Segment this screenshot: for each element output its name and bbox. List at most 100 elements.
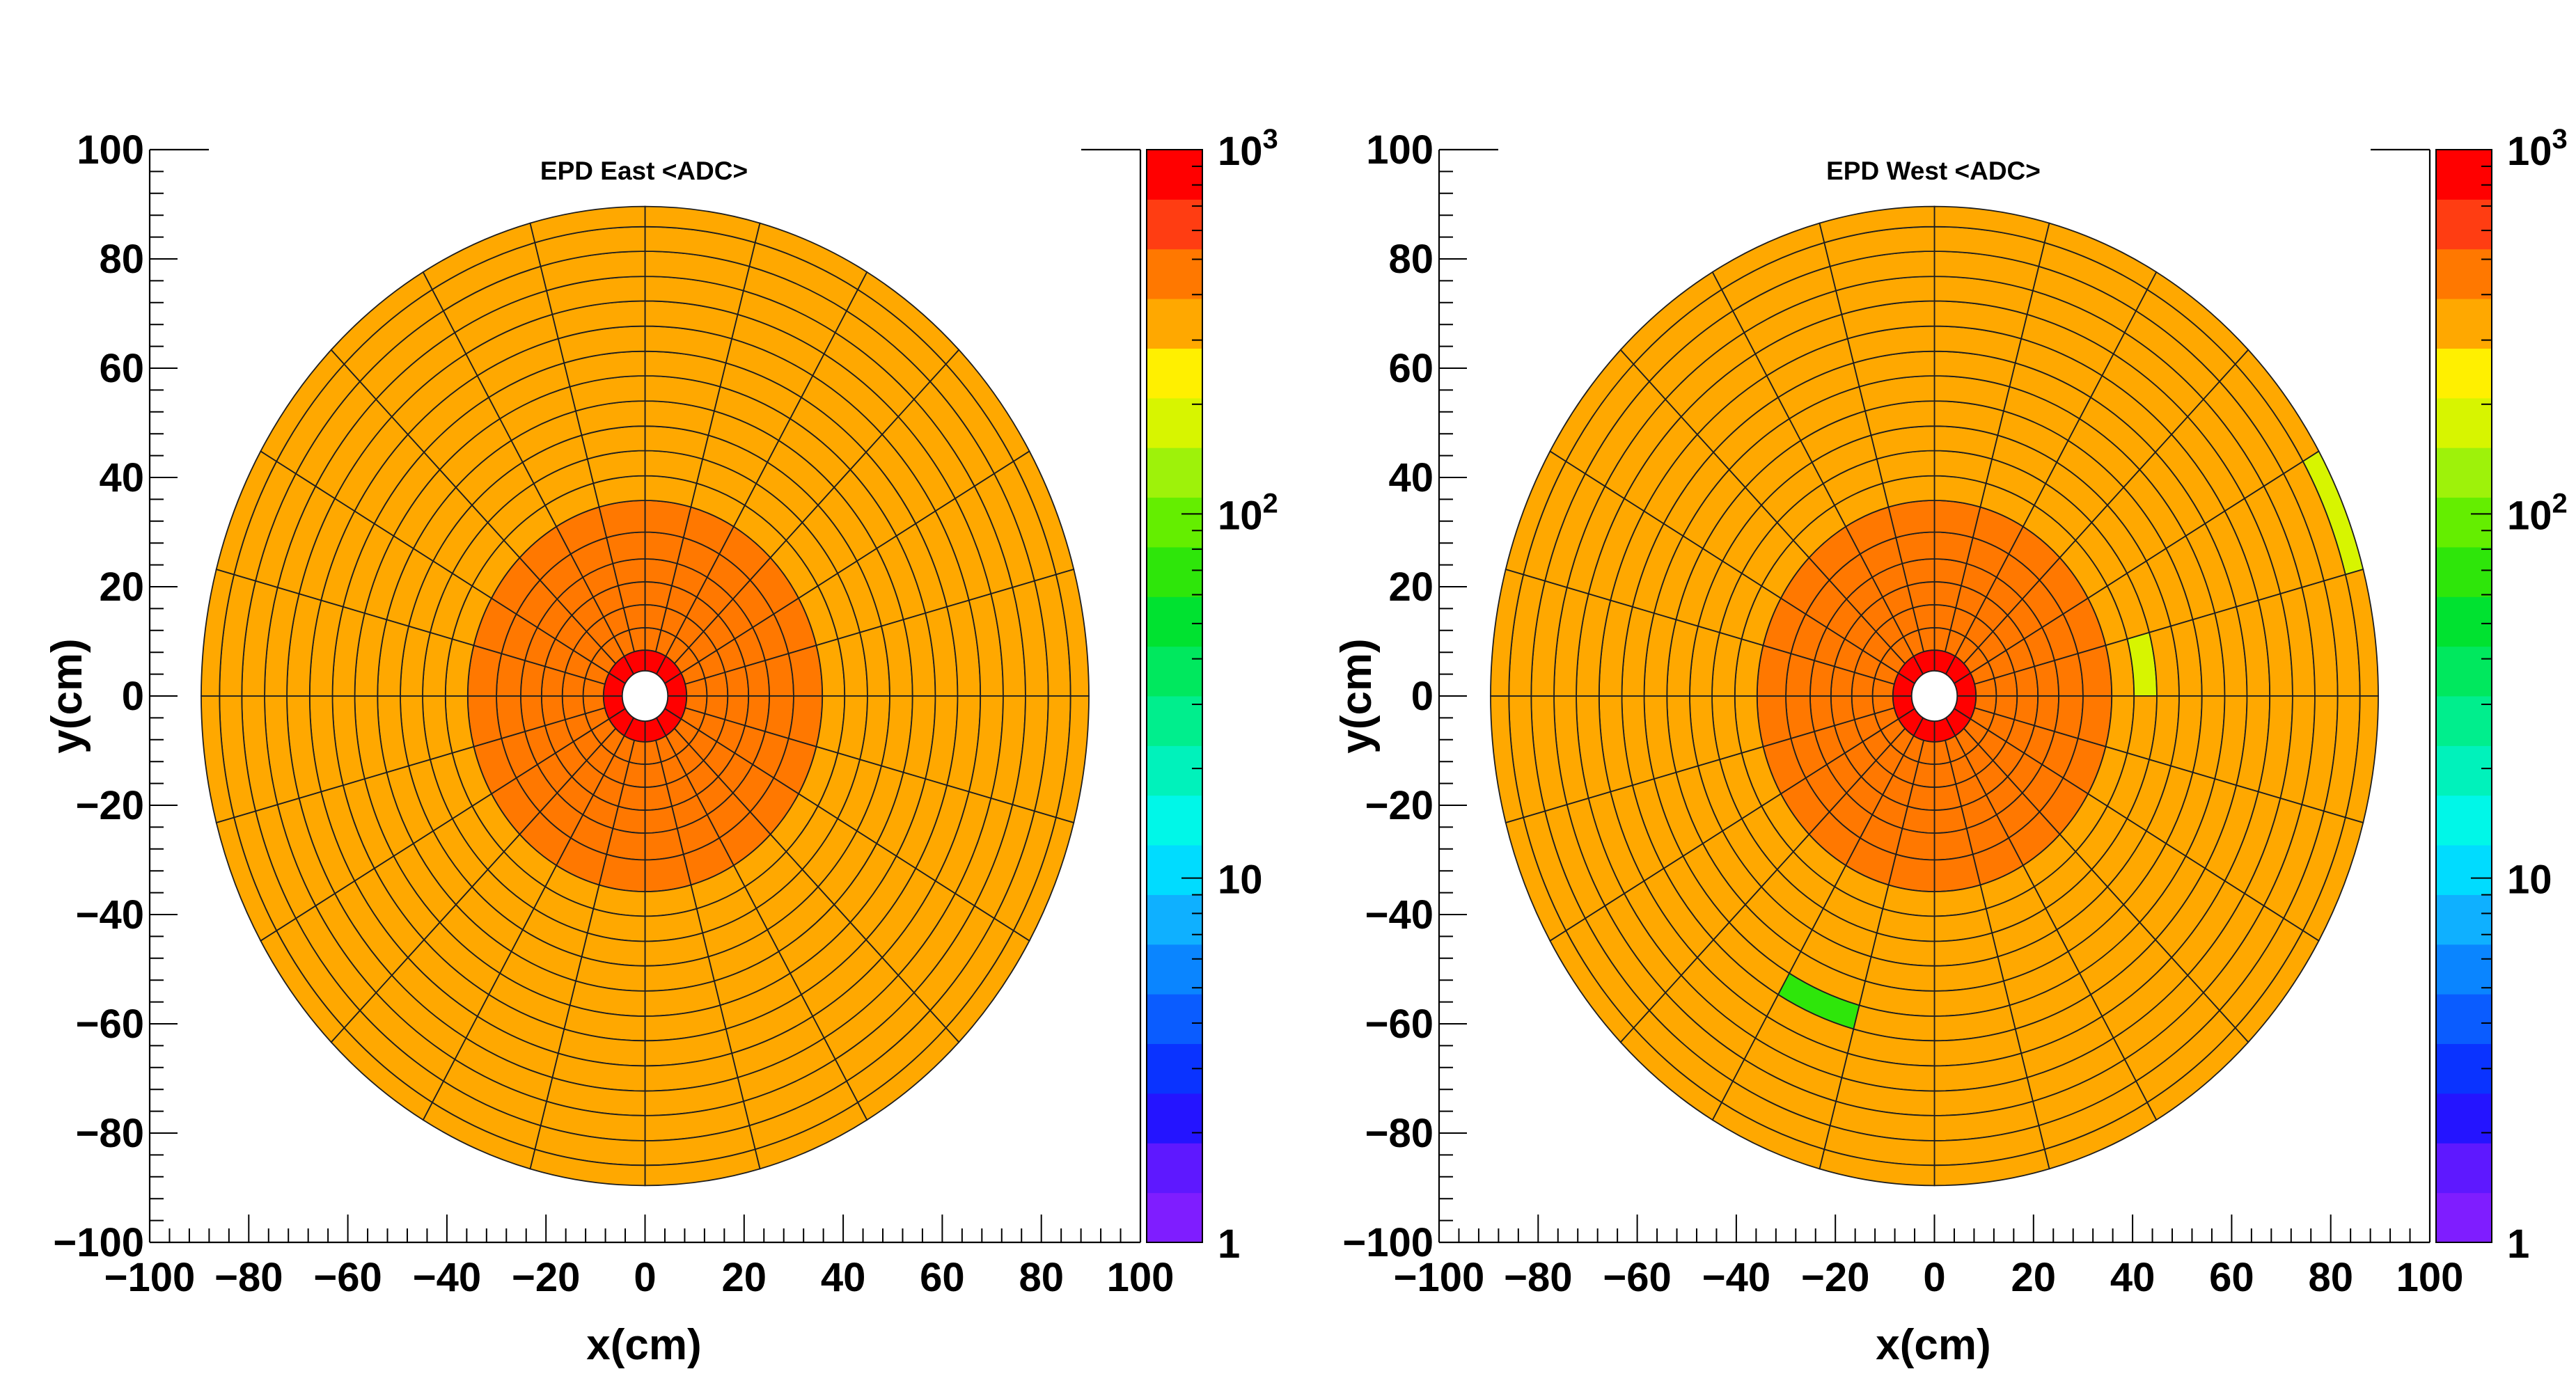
color-palette: 1 10 102 103 <box>1146 124 1278 1267</box>
x-tick-label: −100 <box>1394 1255 1485 1300</box>
x-tick-label: 0 <box>634 1255 656 1300</box>
palette-frame <box>1146 149 1203 1243</box>
axis-ticks <box>1438 149 2430 1243</box>
palette-band <box>1147 397 1202 448</box>
y-tick-label: 0 <box>1411 674 1434 719</box>
palette-label-exponent: 3 <box>2552 124 2568 155</box>
x-tick-label: −60 <box>313 1255 382 1300</box>
palette-band <box>2436 248 2492 299</box>
tile <box>1933 500 1981 539</box>
tile <box>2013 665 2039 697</box>
palette-label-exponent: 2 <box>1263 488 1278 519</box>
tile <box>1756 644 1792 697</box>
y-tick-label: −100 <box>53 1220 144 1265</box>
x-tick-label: 60 <box>2209 1255 2254 1300</box>
tile <box>529 205 646 244</box>
x-tick-label: −100 <box>104 1255 196 1300</box>
palette-label-exponent: 3 <box>1263 124 1278 155</box>
x-tick-label: 0 <box>1923 1255 1945 1300</box>
tile <box>644 805 678 834</box>
palette-band <box>2436 994 2492 1045</box>
tile <box>1901 558 1935 587</box>
tile <box>787 644 824 697</box>
palette-band <box>1147 994 1202 1045</box>
x-tick-label: −80 <box>214 1255 283 1300</box>
y-tick-label: −60 <box>76 1002 144 1047</box>
x-tick-label: 40 <box>821 1255 866 1300</box>
y-axis-title: y(cm) <box>43 638 91 753</box>
palette-band <box>2436 199 2492 250</box>
tile <box>2077 695 2113 748</box>
palette-band <box>2436 1192 2492 1243</box>
palette-label: 102 <box>1218 488 1278 538</box>
palette-band <box>1147 248 1202 299</box>
y-tick-label: −40 <box>76 892 144 938</box>
x-tick-label: 20 <box>722 1255 767 1300</box>
palette-band <box>2436 646 2492 697</box>
y-tick-label: 80 <box>1388 237 1434 282</box>
palette-band <box>2436 596 2492 647</box>
palette-band <box>1147 497 1202 548</box>
tile <box>644 783 673 811</box>
tile <box>787 695 824 748</box>
x-tick-label: 20 <box>2011 1255 2057 1300</box>
palette-band <box>2436 497 2492 548</box>
palette-label: 103 <box>1218 124 1278 174</box>
palette-label: 10 <box>2507 857 2552 903</box>
tile <box>612 558 646 587</box>
tile <box>1933 853 1981 892</box>
tile <box>724 665 750 697</box>
x-tick-label: 100 <box>2396 1255 2464 1300</box>
palette-label: 1 <box>1218 1221 1240 1267</box>
tile <box>1887 500 1935 539</box>
palette-label: 10 <box>1218 857 1263 903</box>
palette-band <box>1147 1093 1202 1144</box>
palette-band <box>1147 1143 1202 1194</box>
palette-band <box>1147 795 1202 846</box>
palette-band <box>2436 397 2492 448</box>
x-tick-label: 80 <box>1019 1255 1064 1300</box>
west-panel: −100 −80 −60 −40 −20 0 20 40 60 80 100−100−80−60−4… <box>1333 124 2568 1369</box>
center-hole <box>621 670 669 722</box>
center-hole <box>1910 670 1958 722</box>
y-tick-label: −60 <box>1365 1002 1434 1047</box>
x-tick-label: −20 <box>1801 1255 1869 1300</box>
y-tick-labels: −100 −80 −60 −40 −20 0 20 40 60 80 100 <box>1342 127 1434 1265</box>
x-tick-labels: −100 −80 −60 −40 −20 0 20 40 60 80 100 <box>104 1255 1175 1300</box>
x-tick-label: 80 <box>2308 1255 2353 1300</box>
palette-band <box>1147 546 1202 597</box>
tile <box>644 853 692 892</box>
east-panel: −100 −80 −60 −40 −20 0 20 40 60 80 100−100−80−60−4… <box>43 124 1278 1369</box>
palette-label: 1 <box>2507 1221 2529 1267</box>
tile <box>1887 853 1935 892</box>
x-axis-title: x(cm) <box>586 1321 701 1369</box>
tile-map <box>201 205 1090 1187</box>
y-tick-label: 60 <box>1388 346 1434 391</box>
y-tick-label: −100 <box>1342 1220 1434 1265</box>
palette-band <box>2436 348 2492 399</box>
tile <box>606 531 646 564</box>
y-tick-label: −20 <box>1365 783 1434 828</box>
palette-band <box>2436 845 2492 895</box>
x-tick-label: −40 <box>413 1255 481 1300</box>
y-tick-labels: −100 −80 −60 −40 −20 0 20 40 60 80 100 <box>53 127 144 1265</box>
tile <box>598 853 646 892</box>
tile <box>598 500 646 539</box>
tile <box>1756 695 1792 748</box>
tile <box>1906 581 1935 609</box>
palette-label: 102 <box>2507 488 2568 538</box>
color-palette: 1 10 102 103 <box>2435 124 2568 1267</box>
palette-band <box>1147 894 1202 945</box>
x-axis-title: x(cm) <box>1876 1321 1990 1369</box>
y-tick-label: −80 <box>1365 1111 1434 1156</box>
palette-band <box>2436 894 2492 945</box>
tile <box>1830 695 1855 727</box>
palette-band <box>2436 448 2492 498</box>
y-tick-label: −40 <box>1365 892 1434 938</box>
y-tick-label: −80 <box>76 1111 144 1156</box>
y-tick-label: 40 <box>1388 455 1434 500</box>
y-tick-label: 0 <box>122 674 144 719</box>
tile <box>1933 805 1968 834</box>
palette-band <box>2436 696 2492 746</box>
tile <box>1933 828 1974 861</box>
